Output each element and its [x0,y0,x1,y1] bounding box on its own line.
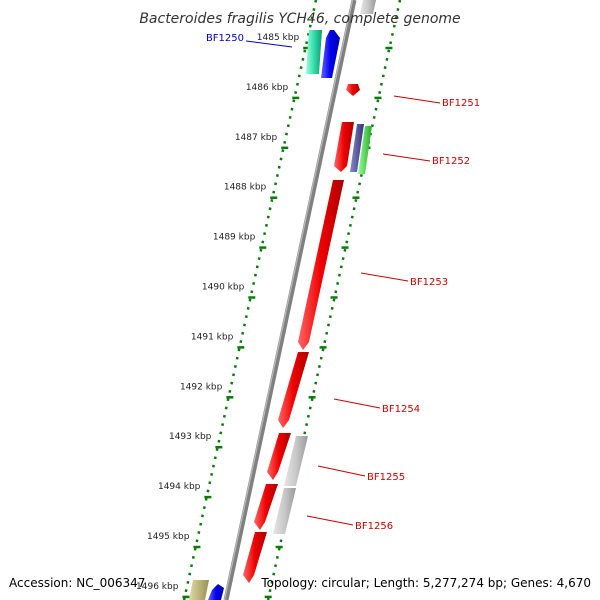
ruler-label: 1492 kbp [180,382,223,392]
ruler-label: 1495 kbp [147,532,190,542]
ruler-labels: 1485 kbp 1486 kbp 1487 kbp 1488 kbp 1489 kbp… [136,33,299,592]
gene-labels: BF1250 BF1251 BF1252 BF1253 BF1254 BF125… [206,33,480,532]
gene-bf1251[interactable] [346,84,360,96]
gene-bf1255-red[interactable] [267,433,291,480]
topology-text: Topology: circular; Length: 5,277,274 bp… [260,576,591,590]
gene-bf1250-blue[interactable] [321,30,340,78]
ruler-label: 1493 kbp [169,432,212,442]
gene-bf1252-purple[interactable] [350,124,364,172]
ruler-label: 1496 kbp [136,582,179,592]
gene-bf1256-red[interactable] [254,484,278,530]
gene-bf1252-green[interactable] [358,126,372,174]
ruler-label: 1485 kbp [257,33,300,43]
gene-label-bf1256[interactable]: BF1256 [355,521,393,532]
gene-bf1254[interactable] [278,352,309,428]
gene-top-fragment[interactable] [360,0,376,14]
ruler-label: 1486 kbp [246,83,289,93]
gene-features [189,0,376,600]
ruler-label: 1490 kbp [202,283,245,293]
ruler-inner-dotted [182,0,318,600]
gene-label-bf1254[interactable]: BF1254 [382,404,420,415]
gene-label-bf1255[interactable]: BF1255 [367,472,405,483]
gene-label-bf1251[interactable]: BF1251 [442,98,480,109]
map-title: Bacteroides fragilis YCH46, complete gen… [139,11,460,27]
gene-label-bf1253[interactable]: BF1253 [410,277,448,288]
backbone-highlight [223,0,354,600]
gene-label-bf1250[interactable]: BF1250 [206,33,244,44]
ruler-label: 1494 kbp [158,482,201,492]
gene-lower-red[interactable] [243,532,267,583]
gene-bottom-blue[interactable] [208,584,224,600]
gene-bf1250-teal[interactable] [306,30,322,74]
ruler-label: 1491 kbp [191,332,234,342]
gene-leader-lines [245,40,441,526]
ruler-label: 1489 kbp [213,233,256,243]
genome-backbone [223,0,357,600]
ruler-label: 1488 kbp [224,183,267,193]
gene-bottom-olive[interactable] [189,580,209,600]
gene-bf1253[interactable] [298,180,344,350]
gene-bf1255-gray[interactable] [284,436,308,486]
ruler-label: 1487 kbp [235,133,278,143]
gene-bf1252-red[interactable] [334,122,354,172]
accession-text: Accession: NC_006347 [9,576,145,590]
gene-label-bf1252[interactable]: BF1252 [432,156,470,167]
gene-bf1256-gray[interactable] [273,488,296,534]
